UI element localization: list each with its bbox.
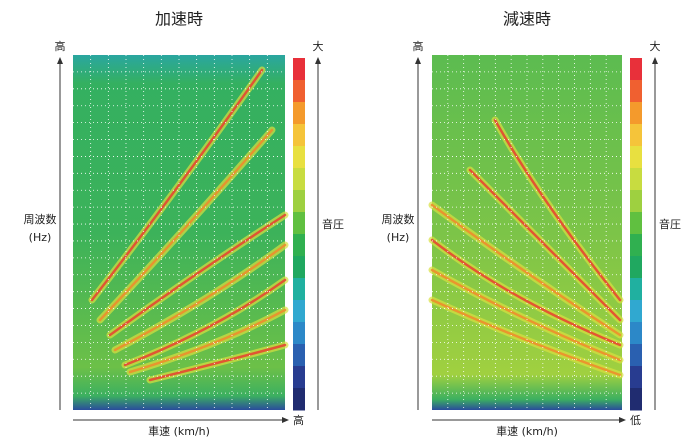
panel-title: 減速時 — [503, 10, 551, 29]
colorbar-cell — [293, 278, 305, 301]
page: {"panels": [ {"title": "加速時", "y_axis_la… — [0, 0, 688, 439]
y-axis-unit: (Hz) — [29, 231, 52, 244]
colorbar-cell — [293, 234, 305, 257]
colorbar-cell — [630, 80, 642, 103]
colorbar-cell — [630, 190, 642, 213]
colorbar-cell — [630, 102, 642, 125]
colorbar-cell — [630, 366, 642, 389]
colorbar-high: 大 — [313, 39, 324, 53]
panel-title: 加速時 — [155, 10, 203, 29]
colorbar-high: 大 — [650, 39, 661, 53]
y-high-label: 高 — [413, 39, 424, 53]
colorbar-cell — [293, 80, 305, 103]
colorbar-cell — [630, 256, 642, 279]
colorbar-cell — [630, 146, 642, 169]
colorbar-cell — [630, 168, 642, 191]
colorbar-cell — [630, 388, 642, 411]
spectrogram — [432, 55, 622, 410]
colorbar-cell — [630, 124, 642, 147]
colorbar-cell — [630, 322, 642, 345]
colorbar-cell — [630, 212, 642, 235]
colorbar-cell — [630, 344, 642, 367]
x-axis-label: 車速 (km/h) — [148, 424, 210, 438]
colorbar-cell — [293, 212, 305, 235]
x-axis-label: 車速 (km/h) — [496, 424, 558, 438]
colorbar-cell — [293, 344, 305, 367]
colorbar-cell — [293, 146, 305, 169]
colorbar-cell — [293, 366, 305, 389]
y-high-label: 高 — [55, 39, 66, 53]
colorbar-cell — [630, 58, 642, 81]
colorbar-cell — [293, 58, 305, 81]
colorbar-label: 音圧 — [322, 217, 344, 231]
colorbar-cell — [630, 278, 642, 301]
y-axis-label: 周波数 — [382, 213, 415, 226]
colorbar-cell — [293, 190, 305, 213]
colorbar-cell — [293, 102, 305, 125]
colorbar-label: 音圧 — [659, 217, 681, 231]
colorbar-cell — [630, 300, 642, 323]
x-end-label: 高 — [293, 413, 304, 427]
colorbar-cell — [630, 234, 642, 257]
x-end-label: 低 — [630, 414, 641, 427]
y-axis-unit: (Hz) — [387, 231, 410, 244]
colorbar-cell — [293, 322, 305, 345]
y-axis-label: 周波数 — [24, 213, 57, 226]
colorbar-cell — [293, 300, 305, 323]
figure: 加速時高周波数(Hz)高車速 (km/h)大音圧減速時高周波数(Hz)低車速 (… — [0, 0, 688, 439]
colorbar-cell — [293, 256, 305, 279]
colorbar-cell — [293, 388, 305, 411]
colorbar-cell — [293, 124, 305, 147]
colorbar-cell — [293, 168, 305, 191]
